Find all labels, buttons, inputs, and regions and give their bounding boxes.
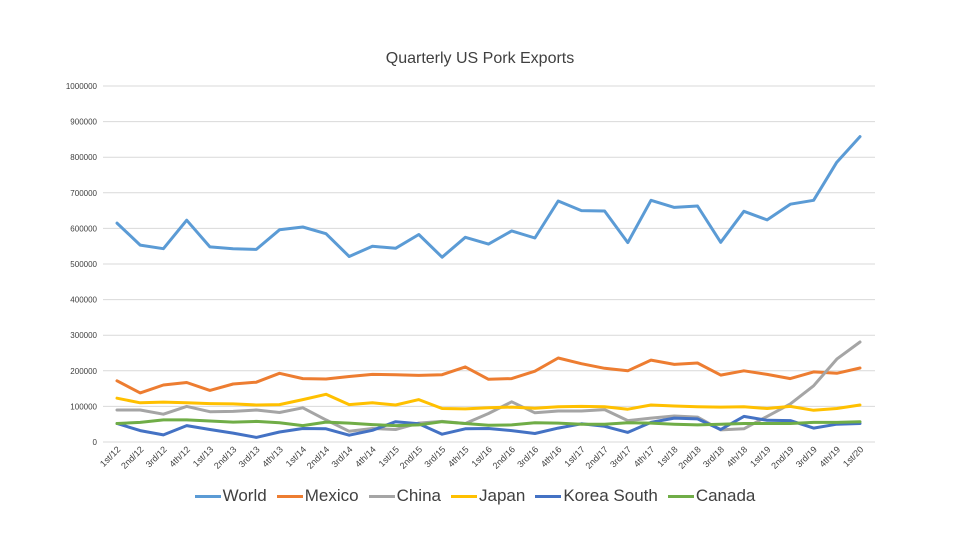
series-line-korea-south	[115, 414, 862, 439]
x-tick-label: 2nd/16	[491, 444, 518, 471]
x-tick-label: 3rd/14	[329, 444, 354, 469]
legend-label: Korea South	[563, 486, 658, 505]
chart-title: Quarterly US Pork Exports	[385, 50, 575, 67]
x-tick-label: 3rd/12	[144, 444, 169, 469]
legend-item: Japan	[450, 486, 526, 506]
y-axis-tick-labels: 0 100000 200000 300000 400000 500000 600000 700…	[66, 82, 98, 447]
legend-item: China	[368, 486, 441, 506]
y-tick-label: 1000000	[66, 82, 98, 91]
legend-swatch	[368, 494, 395, 498]
x-tick-label: 2nd/19	[769, 444, 796, 471]
series-line-mexico	[115, 356, 862, 395]
legend-swatch	[276, 494, 303, 498]
x-tick-label: 4th/17	[632, 444, 657, 469]
legend-label: China	[396, 486, 441, 505]
x-tick-label: 4th/12	[167, 444, 192, 469]
x-tick-label: 2nd/18	[676, 444, 703, 471]
x-tick-label: 4th/14	[353, 444, 378, 469]
x-tick-label: 1st/13	[191, 444, 215, 468]
x-tick-label: 3rd/18	[701, 444, 726, 469]
y-tick-label: 700000	[70, 189, 97, 198]
y-tick-label: 500000	[70, 260, 97, 269]
y-tick-label: 200000	[70, 367, 97, 376]
legend-swatch	[667, 494, 694, 498]
x-tick-label: 3rd/15	[422, 444, 447, 469]
series-line-canada	[115, 418, 862, 428]
legend-label: Canada	[695, 486, 756, 505]
legend-item: Mexico	[276, 486, 359, 506]
legend: World Mexico China Japan Korea South Canada	[0, 486, 960, 506]
x-tick-label: 4th/19	[817, 444, 842, 469]
x-tick-label: 1st/15	[377, 444, 401, 468]
y-tick-label: 400000	[70, 296, 97, 305]
x-tick-label: 1st/20	[841, 444, 865, 468]
x-tick-label: 1st/12	[98, 444, 122, 468]
x-tick-label: 4th/16	[539, 444, 564, 469]
x-tick-label: 1st/14	[284, 444, 308, 468]
legend-label: Japan	[478, 486, 526, 505]
series-lines	[115, 135, 862, 439]
series-line-japan	[115, 392, 862, 412]
x-tick-label: 4th/15	[446, 444, 471, 469]
x-tick-label: 2nd/12	[119, 444, 146, 471]
x-tick-label: 3rd/19	[794, 444, 819, 469]
y-tick-label: 900000	[70, 118, 97, 127]
x-tick-label: 1st/19	[748, 444, 772, 468]
x-tick-label: 3rd/16	[515, 444, 540, 469]
x-tick-label: 2nd/14	[305, 444, 332, 471]
legend-label: Mexico	[304, 486, 359, 505]
legend-item: World	[194, 486, 267, 506]
legend-swatch	[450, 494, 477, 498]
series-line-world	[115, 135, 862, 259]
y-tick-label: 0	[93, 438, 98, 447]
x-tick-label: 1st/17	[562, 444, 586, 468]
x-tick-label: 1st/18	[655, 444, 679, 468]
x-tick-label: 2nd/13	[212, 444, 239, 471]
x-tick-label: 4th/13	[260, 444, 285, 469]
x-tick-label: 2nd/17	[583, 444, 610, 471]
y-tick-label: 600000	[70, 224, 97, 233]
x-axis-tick-labels: 1st/122nd/123rd/124th/121st/132nd/133rd/…	[98, 444, 865, 471]
x-tick-label: 3rd/13	[237, 444, 262, 469]
y-tick-label: 100000	[70, 402, 97, 411]
x-tick-label: 2nd/15	[398, 444, 425, 471]
x-tick-label: 4th/18	[725, 444, 750, 469]
x-tick-label: 3rd/17	[608, 444, 633, 469]
x-tick-label: 1st/16	[469, 444, 493, 468]
legend-item: Canada	[667, 486, 756, 506]
y-tick-label: 800000	[70, 153, 97, 162]
legend-item: Korea South	[535, 486, 658, 506]
series-line-china	[115, 340, 862, 433]
legend-swatch	[535, 494, 562, 498]
legend-label: World	[222, 486, 267, 505]
legend-swatch	[194, 494, 221, 498]
y-tick-label: 300000	[70, 331, 97, 340]
